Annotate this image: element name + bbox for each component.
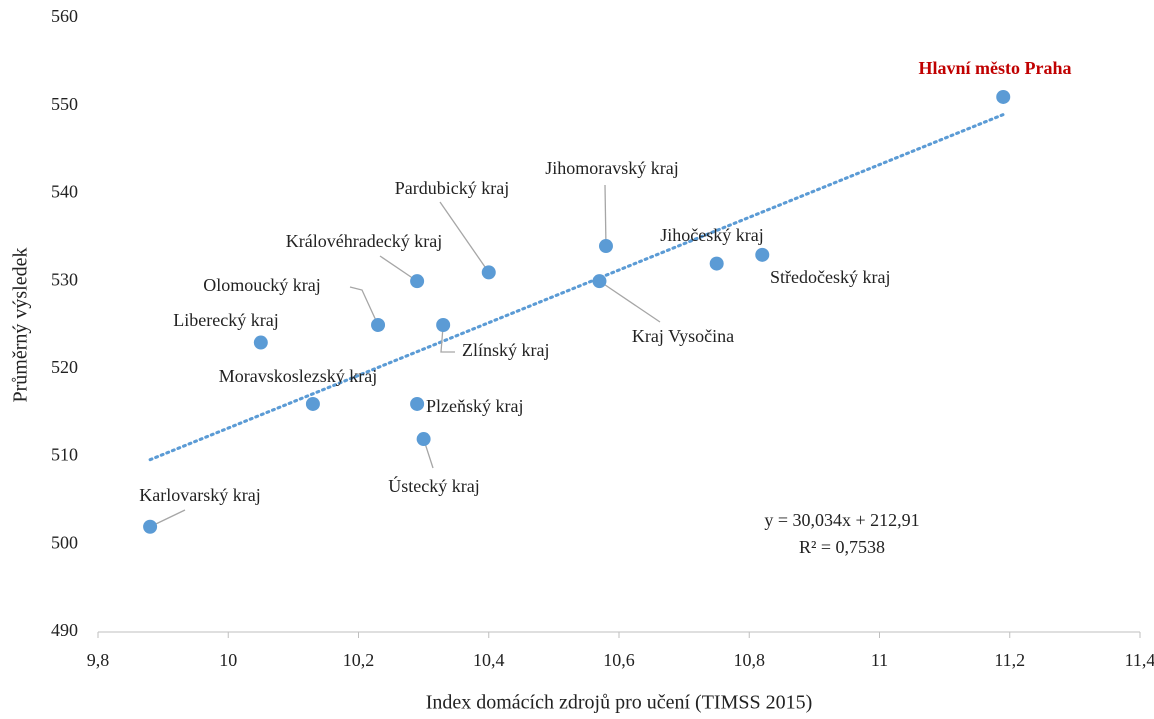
point: [436, 318, 451, 332]
point: [598, 239, 613, 254]
point: [481, 265, 496, 280]
x-tick-label: 10,8: [734, 650, 766, 670]
x-tick-label: 10,2: [343, 650, 375, 670]
point: [410, 274, 425, 289]
y-axis-label: Průměrný výsledek: [10, 248, 32, 403]
leader-line: [599, 280, 661, 323]
point-label: Liberecký kraj: [173, 310, 278, 330]
point-label: Plzeňský kraj: [426, 396, 523, 416]
point: [253, 335, 268, 350]
trendline: [148, 113, 1005, 462]
x-tick-label: 10: [219, 650, 237, 670]
point-label: Jihomoravský kraj: [545, 158, 678, 178]
leader-line: [349, 286, 379, 326]
y-tick-label: 490: [51, 620, 78, 640]
x-tick-label: 11,2: [994, 650, 1025, 670]
leader-line: [604, 184, 607, 247]
point: [755, 247, 770, 262]
point: [416, 432, 431, 447]
point: [996, 89, 1011, 104]
point-label: Hlavní město Praha: [919, 58, 1072, 78]
y-tick-label: 510: [51, 445, 78, 465]
point-label: Středočeský kraj: [770, 267, 890, 287]
point-label: Pardubický kraj: [395, 178, 509, 198]
x-tick-label: 11: [871, 650, 888, 670]
leader-line: [379, 255, 418, 282]
y-tick-label: 530: [51, 269, 78, 289]
x-tick-label: 9,8: [87, 650, 110, 670]
x-tick-label: 10,6: [603, 650, 635, 670]
trend-r2: R² = 0,7538: [799, 537, 885, 557]
point: [143, 519, 158, 534]
point-label: Královéhradecký kraj: [286, 231, 442, 251]
point: [592, 274, 607, 289]
point-label: Ústecký kraj: [388, 475, 479, 496]
point-label: Jihočeský kraj: [660, 225, 763, 245]
x-axis-label: Index domácích zdrojů pro učení (TIMSS 2…: [426, 692, 813, 714]
y-tick-label: 500: [51, 532, 78, 552]
point: [709, 256, 724, 271]
y-tick-label: 550: [51, 94, 78, 114]
point: [305, 396, 320, 411]
y-tick-label: 560: [51, 6, 78, 26]
point-label: Kraj Vysočina: [632, 326, 734, 346]
y-tick-label: 520: [51, 357, 78, 377]
point-label: Zlínský kraj: [462, 340, 550, 360]
point: [410, 396, 425, 411]
leader-line: [440, 324, 455, 353]
x-tick-label: 10,4: [473, 650, 505, 670]
point: [371, 318, 386, 332]
point-label: Karlovarský kraj: [139, 485, 260, 505]
trend-equation: y = 30,034x + 212,91: [764, 510, 919, 530]
point-label: Olomoucký kraj: [203, 275, 320, 295]
y-tick-label: 540: [51, 182, 78, 202]
point-label: Moravskoslezský kraj: [219, 366, 377, 386]
leader-line: [439, 201, 490, 273]
x-tick-label: 11,4: [1125, 650, 1154, 670]
